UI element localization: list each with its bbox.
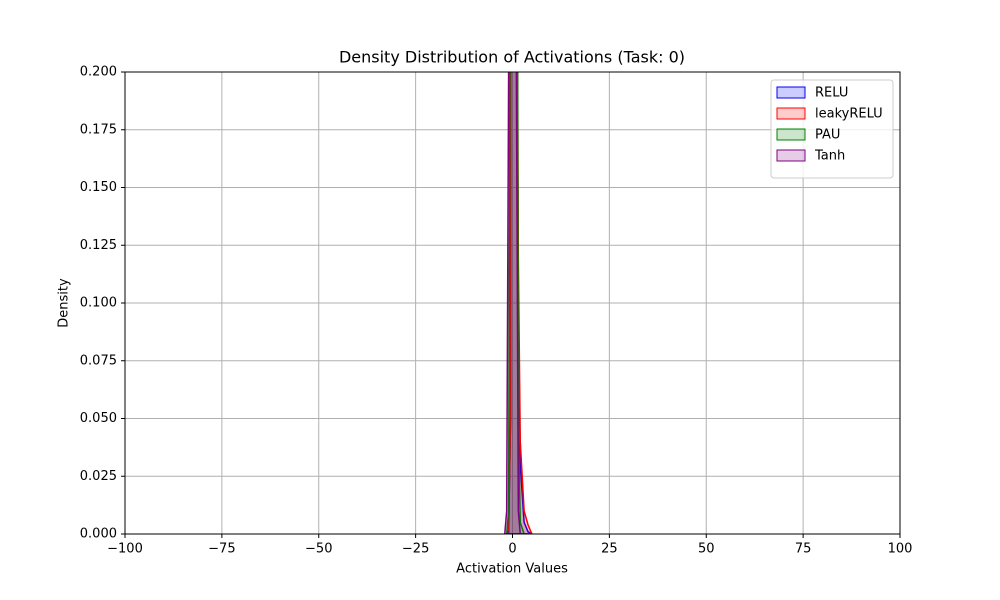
y-tick-label: 0.100 [80, 296, 117, 311]
legend-box [770, 79, 894, 179]
x-tick-label: −100 [107, 542, 143, 557]
plot-area [503, 72, 534, 534]
legend-swatch [776, 149, 806, 162]
legend-swatch [776, 107, 806, 120]
y-tick-label: 0.050 [80, 411, 117, 426]
y-tick-label: 0.000 [80, 527, 117, 542]
density-area [503, 72, 532, 534]
legend-label: Tanh [814, 149, 845, 164]
legend: RELU leakyRELU PAU Tanh [770, 79, 894, 179]
y-tick-label: 0.175 [80, 122, 117, 137]
legend-label: leakyRELU [815, 107, 883, 122]
legend-swatch [776, 128, 806, 141]
legend-label: PAU [815, 128, 840, 143]
chart-title: Density Distribution of Activations (Tas… [339, 48, 685, 67]
x-tick-label: 25 [601, 542, 618, 557]
x-axis-label: Activation Values [456, 562, 568, 577]
y-tick-label: 0.200 [80, 65, 117, 80]
x-tick-label: 50 [698, 542, 715, 557]
x-tick-label: −50 [305, 542, 332, 557]
x-tick-label: −25 [402, 542, 429, 557]
x-tick-label: −75 [208, 542, 235, 557]
legend-swatch [776, 86, 806, 99]
y-tick-label: 0.150 [80, 180, 117, 195]
y-tick-label: 0.075 [80, 353, 117, 368]
y-axis-label: Density [57, 278, 72, 328]
x-tick-label: 75 [795, 542, 812, 557]
y-tick-label: 0.025 [80, 469, 117, 484]
x-tick-label: 0 [508, 542, 516, 557]
ticks: −100 −75 −50 −25 0 25 50 75 100 0.000 0.025 0.050 0.… [80, 65, 913, 557]
legend-label: RELU [815, 86, 848, 101]
y-tick-label: 0.125 [80, 238, 117, 253]
x-tick-label: 100 [888, 542, 913, 557]
density-area [504, 72, 532, 534]
